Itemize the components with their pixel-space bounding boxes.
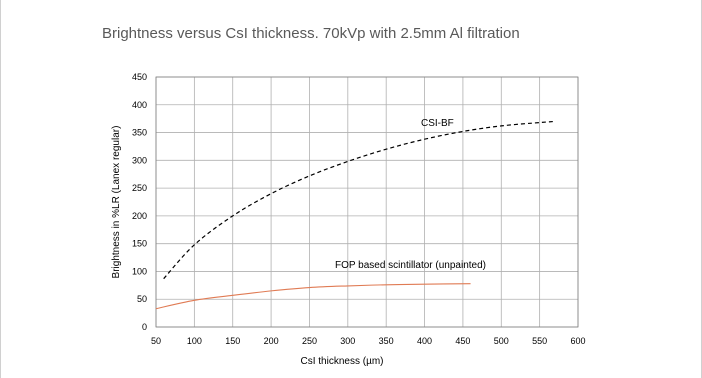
chart-title: Brightness versus CsI thickness. 70kVp w… (102, 25, 520, 42)
y-tick-label: 200 (132, 211, 147, 221)
x-tick-label: 200 (264, 336, 279, 346)
series-line-csi-bf (163, 120, 556, 280)
x-tick-label: 600 (570, 336, 585, 346)
y-tick-label: 250 (132, 183, 147, 193)
y-tick-label: 100 (132, 266, 147, 276)
plot-border (155, 76, 579, 328)
x-tick-label: 550 (532, 336, 547, 346)
x-tick-label: 400 (417, 336, 432, 346)
x-tick-label: 450 (455, 336, 470, 346)
series-label-fop: FOP based scintillator (unpainted) (335, 260, 486, 271)
x-tick-label: 100 (187, 336, 202, 346)
x-tick-label: 500 (494, 336, 509, 346)
y-tick-label: 50 (137, 294, 147, 304)
x-tick-label: 350 (379, 336, 394, 346)
y-tick-label: 300 (132, 155, 147, 165)
series-line-fop (155, 283, 471, 310)
y-tick-label: 150 (132, 239, 147, 249)
y-axis-label: Brightness in %LR (Lanex regular) (111, 126, 122, 279)
y-tick-label: 450 (132, 72, 147, 82)
x-tick-label: 150 (225, 336, 240, 346)
x-tick-label: 50 (151, 336, 161, 346)
series-label-csi-bf: CSI-BF (421, 118, 454, 129)
y-tick-label: 0 (142, 322, 147, 332)
x-tick-label: 250 (302, 336, 317, 346)
y-tick-label: 400 (132, 100, 147, 110)
x-tick-label: 300 (340, 336, 355, 346)
y-tick-label: 350 (132, 128, 147, 138)
x-axis-label: CsI thickness (µm) (301, 356, 384, 367)
